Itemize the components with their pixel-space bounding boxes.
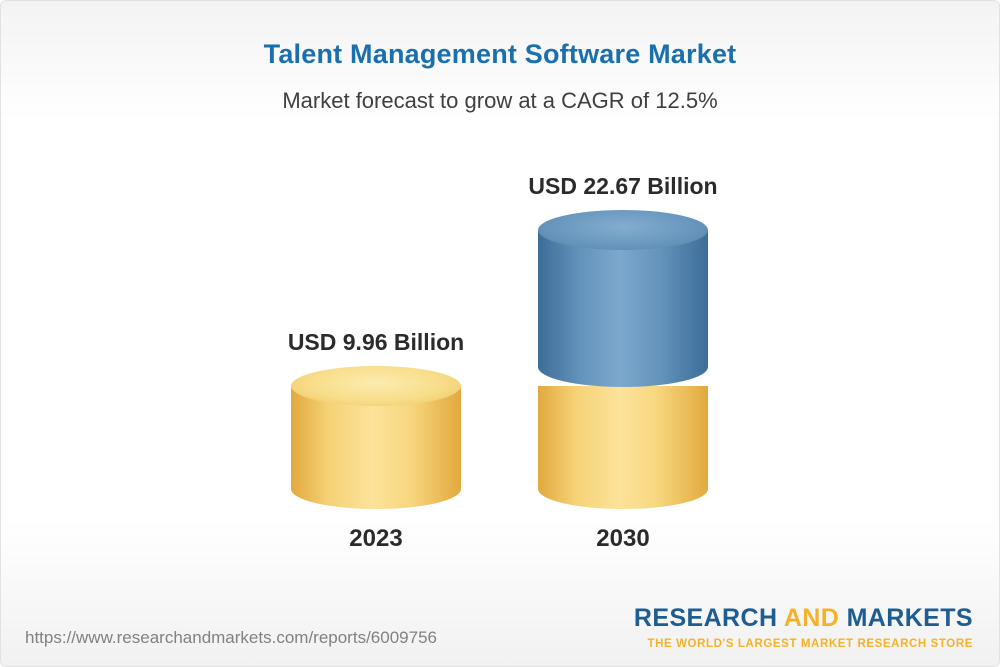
- brand-logo-wordmark: RESEARCH AND MARKETS: [634, 604, 973, 633]
- brand-logo-tagline: THE WORLD'S LARGEST MARKET RESEARCH STOR…: [647, 638, 973, 650]
- bar-2023-body: [291, 386, 461, 509]
- bar-2030-category-label: 2030: [596, 525, 650, 552]
- logo-word-markets: MARKETS: [846, 604, 973, 632]
- bar-2023-cylinder: [291, 366, 461, 509]
- bar-2030-growth-segment: [538, 210, 708, 387]
- logo-word-and: AND: [783, 604, 840, 632]
- bar-2023: USD 9.96 Billion 2023: [288, 329, 464, 552]
- bar-2030-blue-body: [538, 230, 708, 387]
- bar-2023-value-label: USD 9.96 Billion: [287, 329, 465, 355]
- bar-2023-category-label: 2023: [349, 525, 403, 552]
- bar-2030-yellow-body: [538, 386, 708, 509]
- bar-2023-cap: [291, 366, 461, 406]
- logo-word-research: RESEARCH: [633, 604, 778, 632]
- bar-2030: USD 22.67 Billion 2030: [528, 173, 717, 552]
- bar-2030-base-segment: [538, 386, 708, 509]
- chart-header: Talent Management Software Market Market…: [1, 39, 999, 114]
- brand-logo: RESEARCH AND MARKETS THE WORLD'S LARGEST…: [634, 604, 973, 650]
- chart-title: Talent Management Software Market: [263, 39, 737, 69]
- bar-2030-value-label: USD 22.67 Billion: [528, 173, 718, 199]
- chart-subtitle: Market forecast to grow at a CAGR of 12.…: [282, 88, 718, 113]
- report-url-link[interactable]: https://www.researchandmarkets.com/repor…: [25, 628, 437, 647]
- bar-2030-cap: [538, 210, 708, 250]
